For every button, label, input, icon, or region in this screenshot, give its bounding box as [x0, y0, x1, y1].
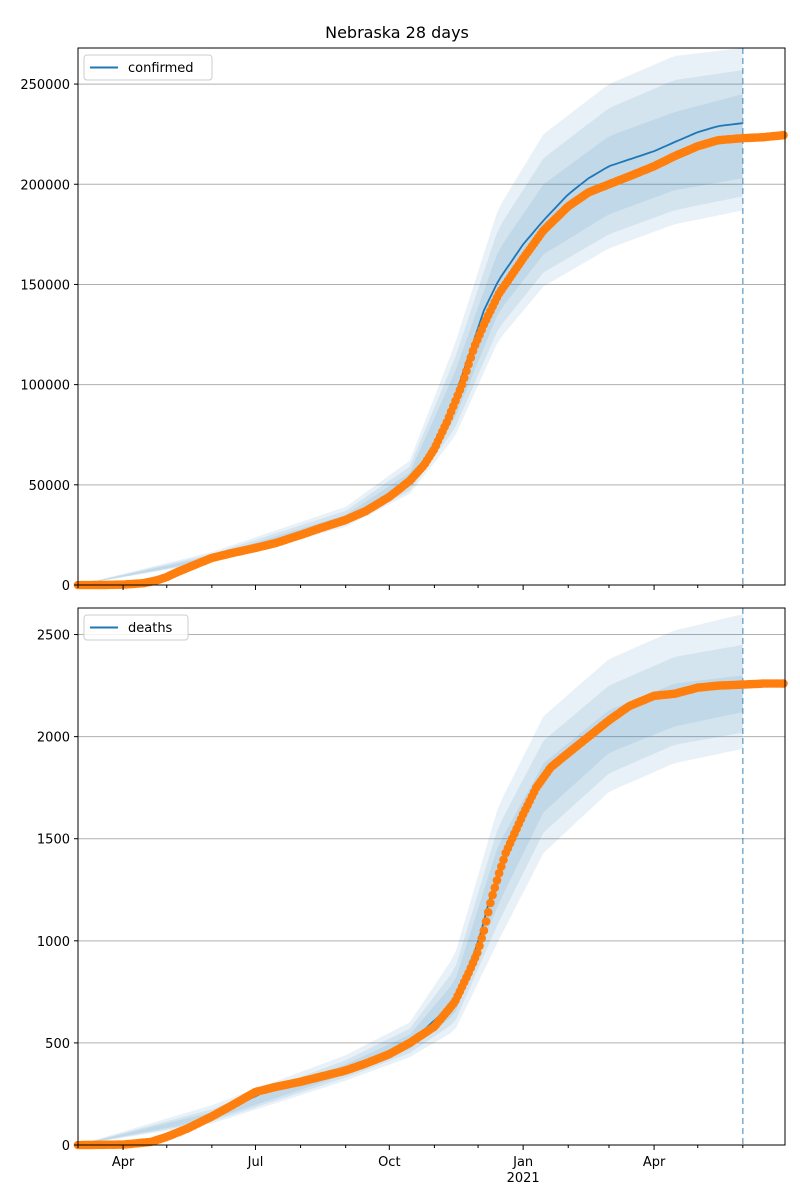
observed-point [494, 868, 504, 878]
observed-point [779, 679, 788, 688]
chart-panels: 050000100000150000200000250000confirmed0… [20, 47, 788, 1186]
x-tick-year-label: 2021 [507, 1171, 540, 1186]
observed-point [499, 855, 508, 865]
uncertainty-band [78, 48, 743, 585]
observed-point [466, 353, 476, 362]
observed-point [477, 934, 487, 943]
x-tick-label: Jan [512, 1155, 533, 1170]
y-tick-label: 2500 [37, 629, 70, 644]
y-tick-label: 500 [45, 1037, 70, 1052]
axes-frame [77, 47, 786, 586]
legend: confirmed [83, 54, 213, 81]
x-tick-label: Apr [112, 1155, 135, 1170]
observed-point [479, 926, 489, 935]
legend-label: deaths [128, 621, 173, 636]
observed-point [488, 890, 497, 900]
y-tick-label: 0 [62, 579, 70, 594]
y-tick-label: 200000 [20, 178, 70, 193]
y-tick-label: 1000 [37, 935, 70, 950]
y-tick-label: 1500 [37, 833, 70, 848]
legend-box [83, 614, 189, 641]
observed-point [457, 380, 467, 389]
legend-box [83, 54, 213, 81]
chart-panel-confirmed: 0 50000 100000 150000 200000 250000 confirmed [20, 47, 788, 594]
axes-frame [77, 607, 786, 1146]
legend-label: confirmed [128, 61, 194, 76]
observed-point [779, 130, 788, 140]
x-tick-label: Apr [643, 1155, 666, 1170]
y-tick-label: 150000 [20, 278, 70, 293]
observed-point [483, 907, 493, 917]
observed-point [459, 373, 469, 383]
y-tick-label: 50000 [29, 479, 70, 494]
observed-point [486, 898, 495, 908]
uncertainty-band [78, 94, 743, 585]
observed-point [497, 862, 506, 871]
observed-point [490, 883, 500, 892]
uncertainty-band [78, 675, 743, 1145]
y-tick-label: 100000 [20, 379, 70, 394]
uncertainty-band [78, 644, 743, 1145]
observed-point [462, 366, 471, 376]
observed-point [492, 876, 502, 885]
y-tick-label: 0 [62, 1139, 70, 1154]
observed-point [475, 941, 484, 951]
observed-point [464, 360, 473, 369]
y-tick-label: 250000 [20, 78, 70, 93]
observed-point [473, 948, 482, 957]
observed-point [481, 917, 491, 926]
x-tick-label: Oct [378, 1155, 400, 1170]
legend: deaths [83, 614, 189, 641]
figure-title: Nebraska 28 days [325, 23, 469, 42]
x-tick-label: Jul [247, 1155, 264, 1170]
y-tick-label: 2000 [37, 731, 70, 746]
